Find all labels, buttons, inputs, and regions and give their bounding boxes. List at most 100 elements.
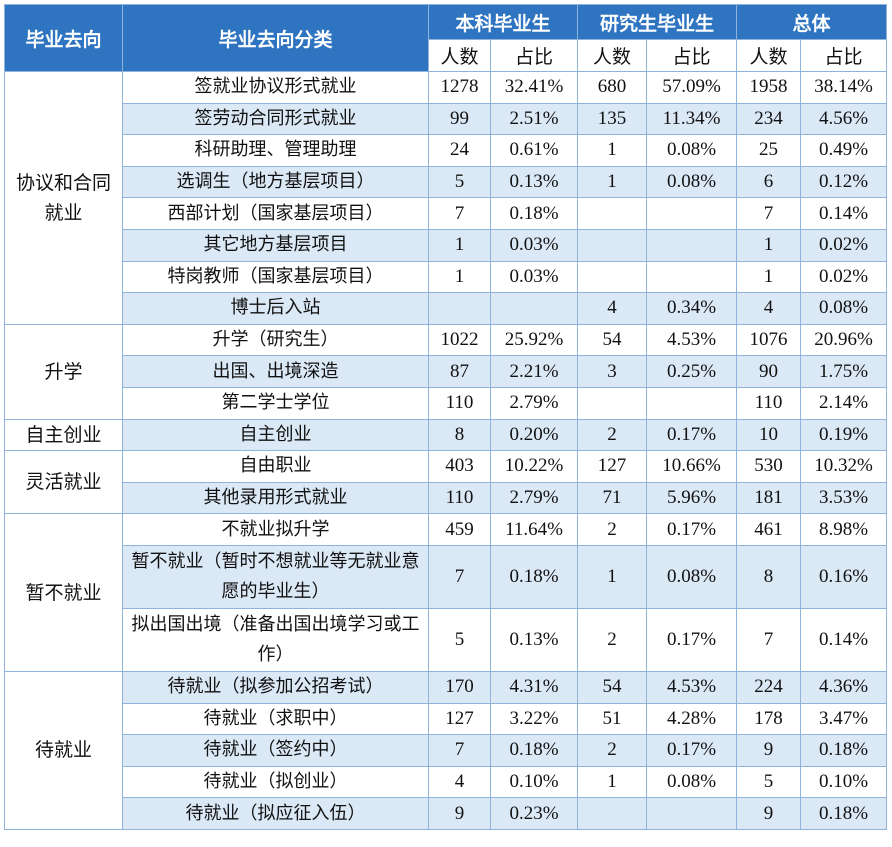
table-row: 其它地方基层项目 1 0.03% 1 0.02% bbox=[5, 228, 888, 262]
category-cell: 其它地方基层项目 bbox=[122, 228, 429, 262]
value-cell bbox=[577, 228, 648, 262]
value-cell: 1 bbox=[736, 260, 802, 294]
value-cell bbox=[646, 386, 738, 420]
table-row: 特岗教师（国家基层项目） 1 0.03% 1 0.02% bbox=[5, 260, 888, 294]
value-cell: 87 bbox=[428, 355, 491, 388]
category-cell: 第二学士学位 bbox=[122, 386, 429, 420]
value-cell: 6 bbox=[736, 165, 802, 199]
value-cell: 0.17% bbox=[646, 734, 738, 767]
value-cell: 0.02% bbox=[800, 260, 888, 294]
value-cell: 11.64% bbox=[489, 513, 579, 546]
value-cell: 4 bbox=[428, 765, 491, 799]
category-cell: 暂不就业（暂时不想就业等无就业意愿的毕业生） bbox=[122, 544, 429, 609]
table-row: 待就业 待就业（拟参加公招考试） 170 4.31% 54 4.53% 224 4.36% bbox=[4, 670, 888, 830]
header-cell: 人数 bbox=[428, 39, 491, 72]
value-cell: 0.18% bbox=[489, 197, 579, 230]
value-cell: 9 bbox=[428, 797, 491, 830]
table-body: 协议和合同就业 签就业协议形式就业 1278 32.41% 680 57.09% 1958 3… bbox=[4, 71, 888, 830]
value-cell: 170 bbox=[428, 670, 491, 704]
value-cell: 181 bbox=[736, 481, 802, 515]
table-row: 拟出国出境（准备出国出境学习或工作） 5 0.13% 2 0.17% 7 0.14% bbox=[5, 607, 888, 672]
header-cell: 人数 bbox=[577, 39, 648, 72]
value-cell: 5.96% bbox=[646, 481, 738, 515]
value-cell: 7 bbox=[428, 197, 491, 230]
value-cell: 1022 bbox=[428, 323, 491, 357]
value-cell: 10.22% bbox=[489, 450, 579, 483]
value-cell: 99 bbox=[428, 102, 491, 136]
group-cell: 暂不就业 bbox=[4, 513, 123, 672]
value-cell: 25 bbox=[736, 134, 802, 167]
header-cell: 本科毕业生 bbox=[427, 4, 579, 40]
value-cell: 9 bbox=[736, 797, 802, 830]
value-cell: 90 bbox=[736, 355, 802, 388]
value-cell: 1958 bbox=[736, 71, 802, 104]
group-cell: 自主创业 bbox=[4, 418, 123, 452]
value-cell: 224 bbox=[736, 670, 802, 704]
category-cell: 签劳动合同形式就业 bbox=[122, 102, 429, 136]
value-cell: 0.02% bbox=[800, 228, 888, 262]
header-cell: 研究生毕业生 bbox=[577, 4, 738, 40]
table-row: 选调生（地方基层项目） 5 0.13% 1 0.08% 6 0.12% bbox=[5, 165, 888, 199]
value-cell: 1.75% bbox=[800, 355, 888, 388]
header-cell: 人数 bbox=[736, 39, 802, 72]
value-cell: 0.14% bbox=[800, 607, 888, 672]
category-cell: 西部计划（国家基层项目） bbox=[122, 197, 429, 230]
table-row: 待就业（拟创业） 4 0.10% 1 0.08% 5 0.10% bbox=[5, 765, 888, 799]
value-cell: 110 bbox=[736, 386, 802, 420]
category-cell: 博士后入站 bbox=[122, 292, 429, 325]
value-cell: 1 bbox=[577, 165, 648, 199]
value-cell: 20.96% bbox=[800, 323, 888, 357]
value-cell: 3 bbox=[577, 355, 648, 388]
value-cell: 2.21% bbox=[489, 355, 579, 388]
value-cell: 2.14% bbox=[800, 386, 888, 420]
value-cell: 25.92% bbox=[489, 323, 579, 357]
value-cell: 7 bbox=[736, 197, 802, 230]
table-row: 科研助理、管理助理 24 0.61% 1 0.08% 25 0.49% bbox=[5, 134, 888, 167]
value-cell: 10 bbox=[736, 418, 802, 452]
value-cell bbox=[577, 797, 648, 830]
value-cell: 459 bbox=[428, 513, 491, 546]
value-cell: 5 bbox=[428, 607, 491, 672]
value-cell: 461 bbox=[736, 513, 802, 546]
table-row: 待就业（签约中） 7 0.18% 2 0.17% 9 0.18% bbox=[5, 734, 888, 767]
value-cell: 1076 bbox=[736, 323, 802, 357]
value-cell: 4.53% bbox=[646, 323, 738, 357]
value-cell: 1278 bbox=[428, 71, 491, 104]
value-cell: 2.51% bbox=[489, 102, 579, 136]
value-cell: 2 bbox=[577, 418, 648, 452]
value-cell: 4.53% bbox=[646, 670, 738, 704]
group-cell: 升学 bbox=[4, 323, 123, 420]
value-cell: 1 bbox=[736, 228, 802, 262]
value-cell: 0.18% bbox=[800, 797, 888, 830]
table-row: 自主创业 自主创业 8 0.20% 2 0.17% 10 0.19% bbox=[4, 418, 888, 452]
header-cell: 毕业去向 bbox=[4, 4, 123, 72]
header-cell: 占比 bbox=[800, 39, 888, 72]
value-cell: 4.28% bbox=[646, 702, 738, 736]
value-cell: 3.53% bbox=[800, 481, 888, 515]
value-cell: 135 bbox=[577, 102, 648, 136]
header-cell: 总体 bbox=[736, 4, 888, 40]
value-cell: 4.36% bbox=[800, 670, 888, 704]
table-row: 暂不就业（暂时不想就业等无就业意愿的毕业生） 7 0.18% 1 0.08% 8 0.16% bbox=[5, 544, 888, 609]
value-cell: 234 bbox=[736, 102, 802, 136]
table-header: 毕业去向 毕业去向分类 本科毕业生 研究生毕业生 总体 人数 占比 人数 占比 … bbox=[4, 4, 888, 72]
value-cell: 127 bbox=[428, 702, 491, 736]
value-cell: 32.41% bbox=[489, 71, 579, 104]
value-cell: 10.32% bbox=[800, 450, 888, 483]
group-cell: 待就业 bbox=[4, 670, 123, 830]
value-cell: 2 bbox=[577, 607, 648, 672]
value-cell: 1 bbox=[577, 544, 648, 609]
value-cell: 2 bbox=[577, 513, 648, 546]
value-cell: 680 bbox=[577, 71, 648, 104]
value-cell: 0.08% bbox=[646, 544, 738, 609]
table-row: 灵活就业 自由职业 403 10.22% 127 10.66% 530 10.32% bbox=[4, 450, 888, 515]
value-cell: 11.34% bbox=[646, 102, 738, 136]
header-row: 毕业去向 毕业去向分类 本科毕业生 研究生毕业生 总体 bbox=[4, 4, 888, 72]
value-cell: 3.47% bbox=[800, 702, 888, 736]
value-cell: 1 bbox=[428, 260, 491, 294]
value-cell bbox=[646, 228, 738, 262]
category-cell: 科研助理、管理助理 bbox=[122, 134, 429, 167]
header-cell: 占比 bbox=[489, 39, 579, 72]
employment-table: 毕业去向 毕业去向分类 本科毕业生 研究生毕业生 总体 人数 占比 人数 占比 … bbox=[4, 4, 888, 830]
value-cell: 0.16% bbox=[800, 544, 888, 609]
